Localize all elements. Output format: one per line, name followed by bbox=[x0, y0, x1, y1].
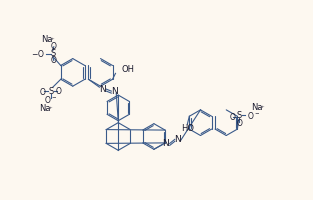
Text: O: O bbox=[51, 42, 57, 51]
Text: O: O bbox=[236, 119, 242, 128]
Text: N: N bbox=[162, 139, 169, 148]
Text: OH: OH bbox=[121, 65, 135, 74]
Text: Na: Na bbox=[39, 104, 51, 113]
Text: S: S bbox=[50, 49, 55, 58]
Text: Na: Na bbox=[251, 103, 263, 112]
Text: O: O bbox=[40, 88, 46, 97]
Text: O: O bbox=[229, 113, 235, 122]
Text: S: S bbox=[237, 111, 242, 120]
Text: O$^-$: O$^-$ bbox=[247, 110, 260, 121]
Text: O$^-$: O$^-$ bbox=[44, 94, 57, 105]
Text: N: N bbox=[99, 85, 106, 94]
Text: Na: Na bbox=[41, 35, 53, 44]
Text: N: N bbox=[111, 87, 118, 96]
Text: $^+$: $^+$ bbox=[260, 105, 266, 110]
Text: N: N bbox=[174, 135, 181, 144]
Text: O: O bbox=[51, 56, 57, 65]
Text: $^+$: $^+$ bbox=[48, 106, 54, 111]
Text: S: S bbox=[48, 87, 54, 96]
Text: $^+$: $^+$ bbox=[50, 37, 56, 42]
Text: $-$O: $-$O bbox=[31, 48, 45, 59]
Text: O: O bbox=[56, 87, 62, 96]
Text: HO: HO bbox=[181, 124, 194, 133]
